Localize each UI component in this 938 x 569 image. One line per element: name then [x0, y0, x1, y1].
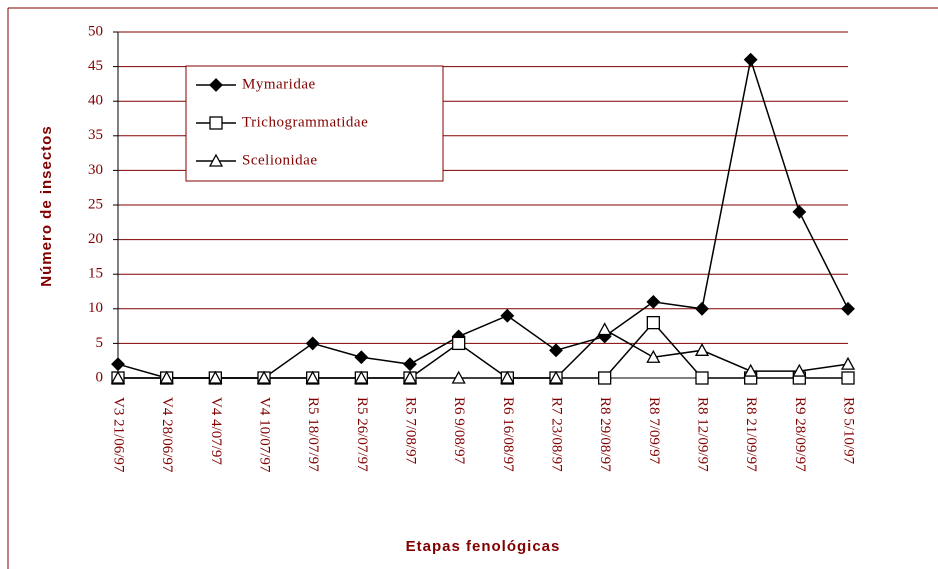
marker — [695, 371, 709, 385]
marker — [597, 322, 612, 336]
y-tick-label: 40 — [88, 93, 103, 109]
y-tick-label: 35 — [88, 127, 103, 143]
marker — [354, 370, 369, 384]
marker — [209, 116, 223, 130]
y-axis-title: Número de insectos — [38, 125, 55, 286]
marker — [743, 52, 758, 67]
marker — [792, 363, 807, 377]
marker — [548, 370, 564, 384]
x-tick-label: V4 10/07/97 — [257, 397, 273, 473]
marker — [208, 370, 223, 384]
legend-label: Trichogrammatidae — [242, 114, 368, 130]
x-tick-label: R7 23/08/97 — [549, 397, 565, 472]
x-tick-label: R6 9/08/97 — [451, 397, 467, 465]
marker — [841, 371, 855, 385]
x-tick-label: R5 18/07/97 — [305, 397, 321, 472]
marker — [111, 357, 125, 372]
marker — [403, 357, 417, 372]
y-tick-label: 10 — [88, 300, 103, 316]
y-tick-label: 50 — [88, 23, 103, 39]
marker — [841, 301, 855, 316]
y-tick-label: 0 — [96, 369, 104, 385]
marker — [354, 350, 369, 365]
marker — [549, 343, 563, 358]
y-tick-label: 30 — [88, 162, 103, 178]
x-tick-label: R5 7/08/97 — [403, 397, 419, 465]
marker — [500, 370, 515, 384]
marker — [305, 336, 320, 351]
legend-label: Scelionidae — [242, 152, 317, 168]
marker — [305, 370, 320, 384]
y-tick-label: 20 — [88, 231, 103, 247]
marker — [500, 308, 515, 323]
marker — [646, 294, 661, 309]
marker — [646, 349, 661, 363]
x-tick-label: V4 4/07/97 — [208, 397, 224, 465]
marker — [694, 342, 710, 356]
marker — [402, 370, 418, 384]
marker — [451, 370, 466, 384]
series-line — [118, 328, 849, 379]
marker — [646, 315, 660, 330]
y-tick-label: 5 — [96, 335, 104, 351]
x-tick-label: R8 7/09/97 — [646, 397, 662, 465]
marker — [743, 363, 758, 377]
marker — [695, 301, 709, 316]
marker — [598, 371, 612, 385]
x-tick-label: R9 28/09/97 — [792, 397, 808, 472]
marker — [840, 356, 856, 370]
x-tick-label: R6 16/08/97 — [500, 397, 516, 472]
x-tick-label: V3 21/06/97 — [111, 397, 127, 473]
marker — [256, 370, 272, 384]
marker — [209, 78, 223, 92]
marker — [208, 153, 224, 167]
y-tick-label: 45 — [88, 58, 103, 74]
x-tick-label: R8 21/09/97 — [743, 397, 759, 472]
x-tick-label: R5 26/07/97 — [354, 397, 370, 472]
x-tick-label: R8 29/08/97 — [597, 397, 613, 472]
marker — [159, 370, 174, 384]
marker — [110, 370, 126, 384]
y-tick-label: 25 — [88, 196, 103, 212]
x-tick-label: V4 28/06/97 — [159, 397, 175, 473]
series-line — [118, 321, 848, 379]
x-tick-label: R9 5/10/97 — [841, 397, 857, 465]
marker — [792, 205, 807, 219]
x-axis-title: Etapas fenológicas — [406, 538, 561, 555]
x-tick-label: R8 12/09/97 — [695, 397, 711, 472]
marker — [452, 336, 466, 351]
y-tick-label: 15 — [88, 266, 103, 282]
legend-label: Mymaridae — [242, 76, 316, 92]
